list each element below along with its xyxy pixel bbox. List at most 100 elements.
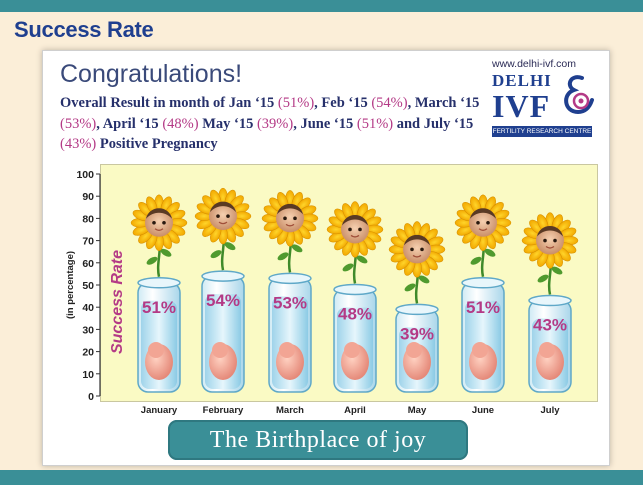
y-tick-label: 0 xyxy=(88,391,94,403)
bar-july: 43% July xyxy=(521,212,579,416)
baby-eye xyxy=(283,216,287,221)
baby-hair xyxy=(404,234,430,246)
x-tick-label: June xyxy=(472,405,494,416)
baby-eye xyxy=(420,247,424,252)
bar-march: 53% March xyxy=(261,190,319,416)
summary-percent: (51%) xyxy=(356,115,394,132)
logo-subtitle: FERTILITY RESEARCH CENTRE xyxy=(492,126,592,137)
leaf xyxy=(551,266,563,275)
baby-mouth xyxy=(285,223,295,227)
y-tick-label: 10 xyxy=(82,369,94,381)
baby-face xyxy=(209,202,237,231)
summary-text: , April ‘15 xyxy=(96,115,163,132)
logo-name-big: IVF xyxy=(492,88,551,124)
sunflower-baby-icon xyxy=(130,194,188,252)
y-tick-label: 100 xyxy=(76,169,94,181)
baby-eye xyxy=(216,214,220,218)
baby-mouth xyxy=(545,246,555,249)
leaf xyxy=(484,248,496,257)
y-tick-label: 30 xyxy=(82,324,94,336)
tagline-banner: The Birthplace of joy xyxy=(168,420,468,460)
baby-face xyxy=(469,208,497,237)
data-label: 48% xyxy=(338,304,372,323)
summary-percent: (53%) xyxy=(60,115,97,132)
baby-mouth xyxy=(154,228,164,231)
sunflower-baby-icon xyxy=(261,190,319,247)
baby-face xyxy=(276,204,304,233)
x-tick-label: July xyxy=(540,405,560,416)
sunflower-baby-icon xyxy=(521,212,579,269)
summary-text: , Feb ‘15 xyxy=(314,95,372,111)
summary-text: Positive Pregnancy xyxy=(96,136,218,152)
y-tick-label: 90 xyxy=(82,191,94,203)
baby-mouth xyxy=(218,221,228,225)
fetus-head xyxy=(539,342,555,358)
tube-rim xyxy=(268,272,312,285)
overall-result-summary: Overall Result in month of Jan ‘15 (51%)… xyxy=(60,93,480,155)
baby-eye xyxy=(553,238,557,243)
bar-february: 54% February xyxy=(194,187,252,416)
x-tick-label: March xyxy=(276,405,304,416)
summary-percent: (51%) xyxy=(277,95,315,111)
logo-url: www.delhi-ivf.com xyxy=(492,58,577,70)
logo-name-top: DELHI xyxy=(492,71,552,90)
summary-text: May ‘15 xyxy=(198,115,257,132)
summary-text: , March ‘15 xyxy=(407,95,480,111)
sunflower-baby-icon xyxy=(454,194,512,252)
sunflower-baby-icon xyxy=(388,221,446,278)
leaf xyxy=(356,255,368,264)
data-label: 51% xyxy=(142,298,176,317)
leaf xyxy=(224,242,236,251)
summary-percent: (48%) xyxy=(162,115,199,132)
summary-text: Overall Result in month of Jan ‘15 xyxy=(60,95,278,111)
leaf xyxy=(418,275,430,284)
summary-percent: (43%) xyxy=(60,136,97,152)
leaf xyxy=(470,256,482,265)
top-band xyxy=(0,0,643,12)
leaf xyxy=(537,274,549,283)
baby-eye xyxy=(476,220,480,225)
baby-mouth xyxy=(412,254,422,258)
x-tick-label: May xyxy=(408,405,427,416)
x-tick-label: January xyxy=(141,405,178,416)
data-label: 51% xyxy=(466,298,500,317)
baby-eye xyxy=(410,247,414,252)
ampersand-baby-icon xyxy=(564,75,594,115)
baby-hair xyxy=(470,208,496,219)
y-tick-label: 40 xyxy=(82,302,94,314)
baby-face xyxy=(536,226,564,255)
leaf xyxy=(146,256,158,265)
baby-face xyxy=(341,215,369,244)
tube-rim xyxy=(528,294,572,307)
baby-eye xyxy=(162,220,166,225)
page-title: Success Rate xyxy=(14,17,154,42)
y-tick-label: 20 xyxy=(82,347,94,359)
y-tick-label: 50 xyxy=(82,280,94,292)
summary-percent: (39%) xyxy=(256,115,294,132)
bottom-band xyxy=(0,470,643,485)
leaf xyxy=(277,252,289,261)
baby-eye xyxy=(543,238,547,243)
bar-april: 48% April xyxy=(326,201,384,416)
fetus-head xyxy=(148,342,164,358)
fetus-head xyxy=(344,342,360,358)
baby-eye xyxy=(486,220,490,225)
leaf xyxy=(160,248,172,257)
summary-text: and July ‘15 xyxy=(393,115,474,132)
baby-eye xyxy=(293,216,297,221)
bar-may: 39% May xyxy=(388,221,446,416)
tube-rim xyxy=(461,277,505,289)
y-tick-label: 60 xyxy=(82,258,94,270)
fetus-head xyxy=(406,342,422,358)
sunflower-baby-icon xyxy=(326,201,384,258)
tube-rim xyxy=(395,303,439,316)
summary-text: , June ‘15 xyxy=(293,115,357,132)
y-tick-label: 80 xyxy=(82,213,94,225)
leaf xyxy=(342,263,354,272)
data-label: 54% xyxy=(206,291,240,310)
data-label: 39% xyxy=(400,324,434,343)
data-label: 53% xyxy=(273,293,307,312)
tube-rim xyxy=(137,277,181,289)
baby-eye xyxy=(348,227,352,232)
